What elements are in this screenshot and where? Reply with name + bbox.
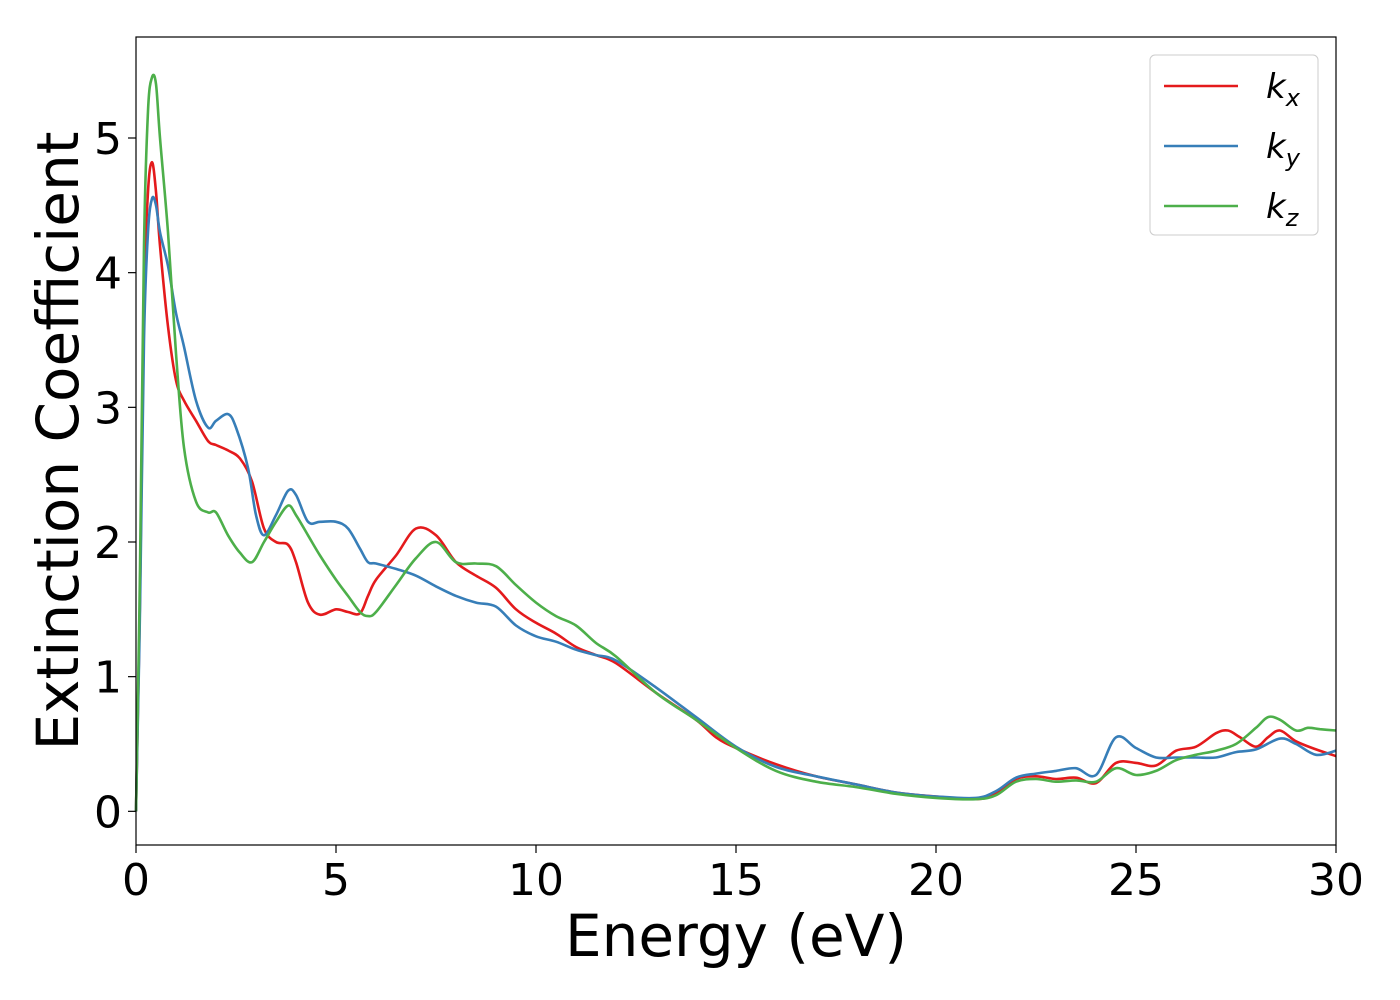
series-line-ky (134, 195, 1337, 812)
series-line-kz (134, 73, 1337, 812)
y-axis-ticks: 0 1 2 3 4 5 (94, 114, 136, 838)
x-tick-label: 10 (508, 855, 564, 906)
x-tick-label: 25 (1108, 855, 1164, 906)
series-line-kx (134, 160, 1337, 812)
x-axis-label: Energy (eV) (565, 902, 907, 970)
y-tick-label: 3 (94, 383, 122, 434)
y-tick-label: 4 (94, 249, 122, 300)
x-tick-label: 0 (122, 855, 150, 906)
y-tick-label: 5 (94, 114, 122, 165)
y-tick-label: 1 (94, 653, 122, 704)
x-axis-ticks: 0 5 10 15 20 25 30 (122, 845, 1364, 906)
x-tick-label: 20 (908, 855, 964, 906)
y-tick-label: 0 (94, 787, 122, 838)
y-tick-label: 2 (94, 518, 122, 569)
y-axis-label: Extinction Coefficient (24, 132, 92, 751)
series-layer (134, 73, 1337, 812)
x-tick-label: 30 (1308, 855, 1364, 906)
x-tick-label: 15 (708, 855, 764, 906)
x-tick-label: 5 (322, 855, 350, 906)
